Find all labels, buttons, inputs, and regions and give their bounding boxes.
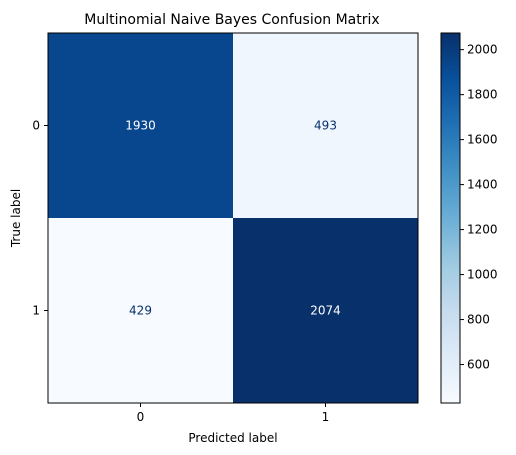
matrix-cell xyxy=(48,218,233,403)
y-axis-ticks: 01 xyxy=(32,119,48,318)
y-tick-label: 0 xyxy=(32,119,40,133)
x-tick-label: 0 xyxy=(137,410,145,424)
cell-value-label: 429 xyxy=(129,304,152,318)
colorbar-tick-label: 2000 xyxy=(467,43,498,57)
cell-value-label: 493 xyxy=(314,119,337,133)
matrix-cell xyxy=(48,33,233,218)
chart-title: Multinomial Naive Bayes Confusion Matrix xyxy=(84,12,379,28)
x-tick-label: 1 xyxy=(322,410,330,424)
colorbar-tick-label: 600 xyxy=(467,358,490,372)
matrix-cells xyxy=(48,33,418,403)
cell-value-label: 2074 xyxy=(310,304,341,318)
colorbar xyxy=(440,32,461,404)
matrix-cell xyxy=(233,33,418,218)
colorbar-tick-label: 1600 xyxy=(467,133,498,147)
x-axis-label: Predicted label xyxy=(188,431,277,445)
matrix-cell-labels: 1930 493 429 2074 xyxy=(125,119,341,318)
colorbar-tick-label: 1200 xyxy=(467,223,498,237)
cell-value-label: 1930 xyxy=(125,119,156,133)
y-axis-label: True label xyxy=(9,189,23,248)
matrix-frame xyxy=(47,32,419,404)
colorbar-tick-label: 1800 xyxy=(467,88,498,102)
colorbar-tick-label: 1000 xyxy=(467,268,498,282)
matrix-cell xyxy=(233,218,418,403)
y-tick-label: 1 xyxy=(32,304,40,318)
colorbar-tick-label: 1400 xyxy=(467,178,498,192)
colorbar-tick-label: 800 xyxy=(467,313,490,327)
colorbar-ticks: 600 800 1000 1200 1400 1600 1800 2000 xyxy=(460,43,498,372)
